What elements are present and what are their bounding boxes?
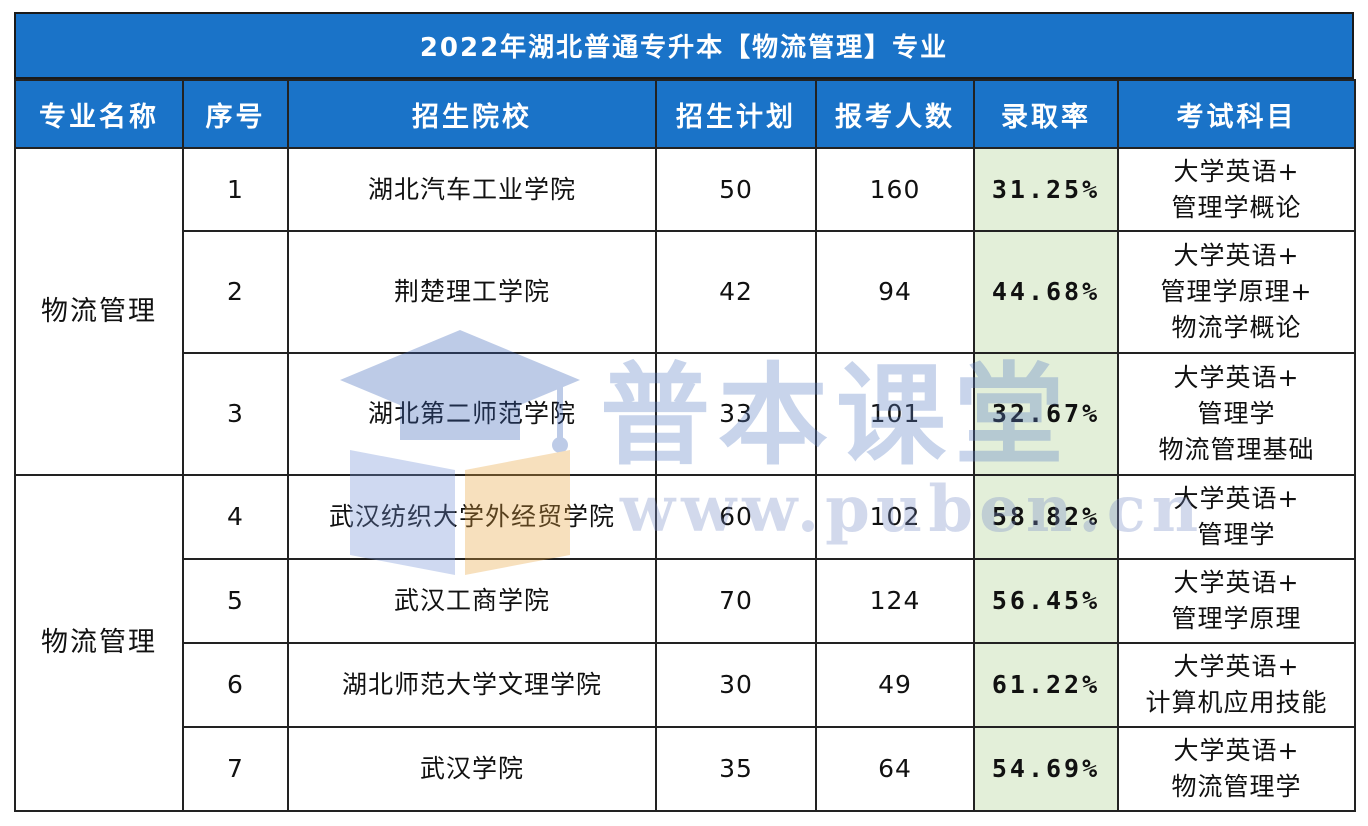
row-rate: 58.82% xyxy=(973,474,1119,560)
subject-line: 管理学 xyxy=(1197,399,1276,428)
table-row: 物流管理 4 武汉纺织大学外经贸学院 60 102 58.82% 大学英语+ 管… xyxy=(14,474,1356,812)
row-no: 7 xyxy=(182,726,289,812)
row-school: 武汉纺织大学外经贸学院 xyxy=(287,474,657,560)
table-row: 物流管理 1 湖北汽车工业学院 50 160 31.25% 大学英语+ 管理学概… xyxy=(14,147,1356,476)
subject-line: 管理学原理 xyxy=(1171,604,1302,633)
row-rate: 32.67% xyxy=(973,352,1119,476)
row-rate: 31.25% xyxy=(973,147,1119,232)
row-school: 武汉学院 xyxy=(287,726,657,812)
table-row: 3 湖北第二师范学院 33 101 32.67% 大学英语+ 管理学 物流管理基… xyxy=(15,352,1356,476)
row-rate: 44.68% xyxy=(973,230,1119,354)
row-applicants: 49 xyxy=(815,642,975,728)
subject-line: 大学英语+ xyxy=(1173,652,1300,681)
header-major: 专业名称 xyxy=(14,79,184,149)
row-subjects: 大学英语+ 管理学 xyxy=(1117,474,1356,560)
row-applicants: 94 xyxy=(815,230,975,354)
header-subjects: 考试科目 xyxy=(1117,79,1356,149)
row-plan: 35 xyxy=(655,726,817,812)
subject-line: 大学英语+ xyxy=(1173,241,1300,270)
row-subjects: 大学英语+ 计算机应用技能 xyxy=(1117,642,1356,728)
table-row: 7 武汉学院 35 64 54.69% 大学英语+ 物流管理学 xyxy=(15,726,1356,812)
row-plan: 70 xyxy=(655,558,817,644)
row-subjects: 大学英语+ 管理学原理 xyxy=(1117,558,1356,644)
admission-table-sheet: 2022年湖北普通专升本【物流管理】专业 专业名称 序号 招生院校 招生计划 报… xyxy=(14,12,1356,812)
row-applicants: 101 xyxy=(815,352,975,476)
subject-line: 大学英语+ xyxy=(1173,363,1300,392)
row-applicants: 64 xyxy=(815,726,975,812)
subject-line: 计算机应用技能 xyxy=(1145,688,1328,717)
row-school: 湖北师范大学文理学院 xyxy=(287,642,657,728)
row-no: 5 xyxy=(182,558,289,644)
row-rate: 56.45% xyxy=(973,558,1119,644)
row-no: 2 xyxy=(182,230,289,354)
subject-line: 管理学原理+ xyxy=(1160,277,1313,306)
table-row: 2 荆楚理工学院 42 94 44.68% 大学英语+ 管理学原理+ 物流学概论 xyxy=(15,230,1356,354)
row-school: 武汉工商学院 xyxy=(287,558,657,644)
row-no: 6 xyxy=(182,642,289,728)
row-no: 3 xyxy=(182,352,289,476)
row-subjects: 大学英语+ 管理学原理+ 物流学概论 xyxy=(1117,230,1356,354)
subject-line: 大学英语+ xyxy=(1173,156,1300,186)
subject-line: 物流管理基础 xyxy=(1158,435,1315,464)
admission-table: 专业名称 序号 招生院校 招生计划 报考人数 录取率 考试科目 物流管理 1 湖… xyxy=(14,79,1356,812)
subject-line: 管理学 xyxy=(1197,520,1276,549)
row-plan: 60 xyxy=(655,474,817,560)
row-plan: 42 xyxy=(655,230,817,354)
row-school: 荆楚理工学院 xyxy=(287,230,657,354)
header-rate: 录取率 xyxy=(973,79,1119,149)
table-title: 2022年湖北普通专升本【物流管理】专业 xyxy=(14,12,1354,79)
row-no: 4 xyxy=(182,474,289,560)
subject-line: 大学英语+ xyxy=(1173,568,1300,597)
row-school: 湖北第二师范学院 xyxy=(287,352,657,476)
subject-line: 管理学概论 xyxy=(1171,192,1302,222)
header-school: 招生院校 xyxy=(287,79,657,149)
row-rate: 61.22% xyxy=(973,642,1119,728)
header-no: 序号 xyxy=(182,79,289,149)
row-rate: 54.69% xyxy=(973,726,1119,812)
subject-line: 物流学概论 xyxy=(1171,313,1302,342)
row-applicants: 102 xyxy=(815,474,975,560)
subject-line: 大学英语+ xyxy=(1173,484,1300,513)
row-plan: 33 xyxy=(655,352,817,476)
row-subjects: 大学英语+ 物流管理学 xyxy=(1117,726,1356,812)
table-row: 6 湖北师范大学文理学院 30 49 61.22% 大学英语+ 计算机应用技能 xyxy=(15,642,1356,728)
subject-line: 大学英语+ xyxy=(1173,736,1300,765)
header-row: 专业名称 序号 招生院校 招生计划 报考人数 录取率 考试科目 xyxy=(14,79,1356,149)
row-subjects: 大学英语+ 管理学 物流管理基础 xyxy=(1117,352,1356,476)
table-row: 5 武汉工商学院 70 124 56.45% 大学英语+ 管理学原理 xyxy=(15,558,1356,644)
row-no: 1 xyxy=(182,147,289,232)
subject-line: 物流管理学 xyxy=(1171,772,1302,801)
row-subjects: 大学英语+ 管理学概论 xyxy=(1117,147,1356,232)
row-plan: 50 xyxy=(655,147,817,232)
header-plan: 招生计划 xyxy=(655,79,817,149)
row-applicants: 160 xyxy=(815,147,975,232)
row-plan: 30 xyxy=(655,642,817,728)
header-applicants: 报考人数 xyxy=(815,79,975,149)
major-cell: 物流管理 xyxy=(14,474,184,812)
row-applicants: 124 xyxy=(815,558,975,644)
row-school: 湖北汽车工业学院 xyxy=(287,147,657,232)
major-cell: 物流管理 xyxy=(14,147,184,476)
